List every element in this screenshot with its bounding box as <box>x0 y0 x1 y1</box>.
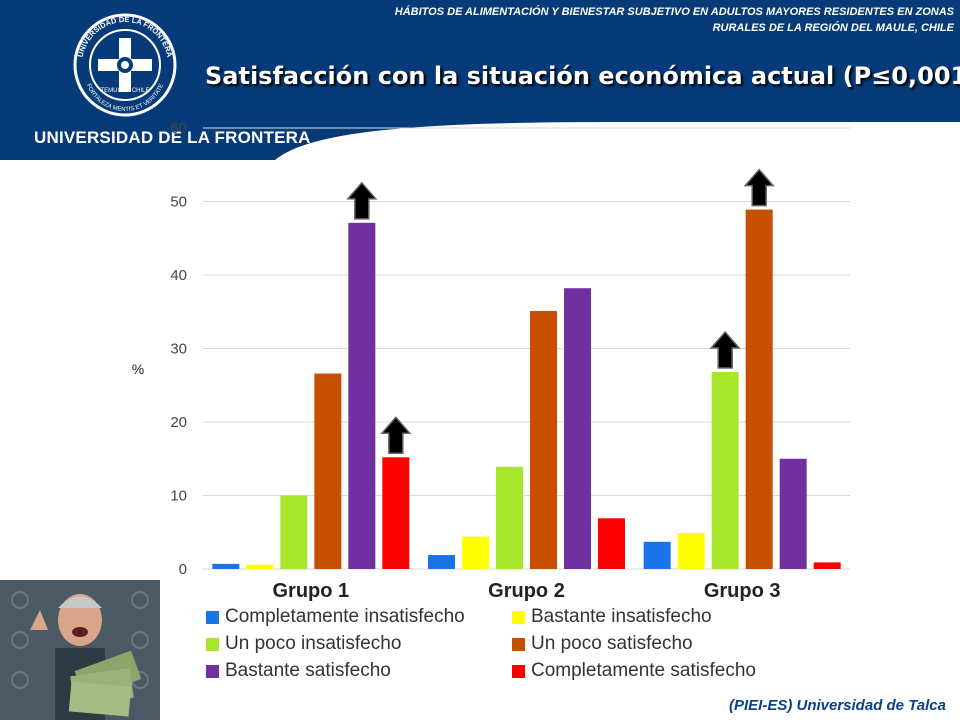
header-swoosh <box>270 122 960 165</box>
legend-label: Bastante satisfecho <box>225 660 391 681</box>
up-arrow-icon <box>346 181 378 220</box>
y-axis-label: % <box>132 361 144 377</box>
legend-swatch <box>512 664 525 678</box>
y-tick-label: 20 <box>170 414 187 431</box>
bar <box>813 562 841 569</box>
legend-swatch <box>206 637 219 651</box>
up-arrow-icon <box>709 330 741 369</box>
bar <box>598 518 625 569</box>
bar <box>496 466 523 569</box>
bar <box>779 458 807 569</box>
bar <box>314 373 342 569</box>
bar <box>677 532 705 569</box>
up-arrow-icon <box>380 416 412 455</box>
y-tick-label: 50 <box>170 194 187 211</box>
legend-item: Completamente satisfecho <box>512 660 756 682</box>
project-title-line1: HÁBITOS DE ALIMENTACIÓN Y BIENESTAR SUBJ… <box>394 6 954 18</box>
legend-label: Completamente insatisfecho <box>225 606 465 627</box>
y-tick-label: 10 <box>170 488 187 505</box>
x-category-label: Grupo 1 <box>272 580 349 602</box>
legend-item: Bastante satisfecho <box>206 660 391 682</box>
legend-label: Un poco insatisfecho <box>225 633 402 654</box>
bar <box>348 222 376 569</box>
legend-item: Completamente insatisfecho <box>206 606 465 628</box>
x-category-label: Grupo 2 <box>488 580 565 602</box>
bar <box>564 288 591 569</box>
legend-item: Un poco satisfecho <box>512 633 693 655</box>
project-title-line2: RURALES DE LA REGIÓN DEL MAULE, CHILE <box>712 22 954 34</box>
bar <box>382 457 410 569</box>
y-tick-label: 60 <box>170 120 187 137</box>
up-arrow-icon <box>743 168 775 207</box>
svg-text:TEMUCO · CHILE: TEMUCO · CHILE <box>100 88 149 94</box>
legend-swatch <box>512 610 525 624</box>
bar <box>530 311 557 569</box>
project-title: HÁBITOS DE ALIMENTACIÓN Y BIENESTAR SUBJ… <box>254 4 954 36</box>
bar <box>428 555 455 569</box>
bar <box>280 495 308 569</box>
university-logo: UNIVERSIDAD DE LA FRONTERA FORTALEZA MEN… <box>60 8 190 123</box>
bar <box>462 536 489 569</box>
bar <box>212 563 240 569</box>
legend-label: Bastante insatisfecho <box>531 606 712 627</box>
bar <box>711 372 739 569</box>
legend-swatch <box>206 664 219 678</box>
man-with-money-photo <box>0 580 160 720</box>
legend-label: Un poco satisfecho <box>531 633 693 654</box>
y-tick-label: 40 <box>170 267 187 284</box>
footer-credit: (PIEI-ES) Universidad de Talca <box>728 697 946 714</box>
legend-item: Bastante insatisfecho <box>512 606 712 628</box>
y-tick-label: 30 <box>170 341 187 358</box>
legend-swatch <box>206 610 219 624</box>
bar <box>643 541 671 569</box>
bar <box>745 209 773 569</box>
legend-item: Un poco insatisfecho <box>206 633 401 655</box>
legend-label: Completamente satisfecho <box>531 660 756 681</box>
slide-title: Satisfacción con la situación económica … <box>205 62 960 90</box>
x-category-label: Grupo 3 <box>704 580 781 602</box>
y-tick-label: 0 <box>179 561 187 578</box>
university-name: UNIVERSIDAD DE LA FRONTERA <box>34 128 311 147</box>
legend-swatch <box>512 637 525 651</box>
bar <box>246 564 274 569</box>
